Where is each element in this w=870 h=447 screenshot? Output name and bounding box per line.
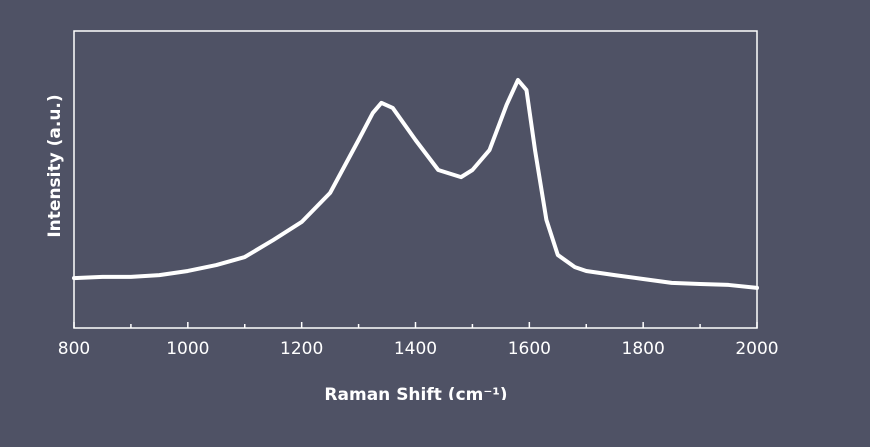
x-tick-label: 1000 [166, 339, 209, 359]
x-tick-label: 1600 [508, 339, 551, 359]
spectrum-line [72, 78, 759, 290]
x-tick-label: 2000 [735, 339, 778, 359]
plot-frame [73, 30, 758, 329]
y-axis-label: Intensity (a.u.) [45, 94, 65, 237]
x-tick-label: 1400 [394, 339, 437, 359]
x-tick-label: 1800 [622, 339, 665, 359]
x-tick-label: 800 [58, 339, 90, 359]
x-tick-label: 1200 [280, 339, 323, 359]
x-axis-label: Raman Shift (cm⁻¹) [324, 385, 507, 405]
